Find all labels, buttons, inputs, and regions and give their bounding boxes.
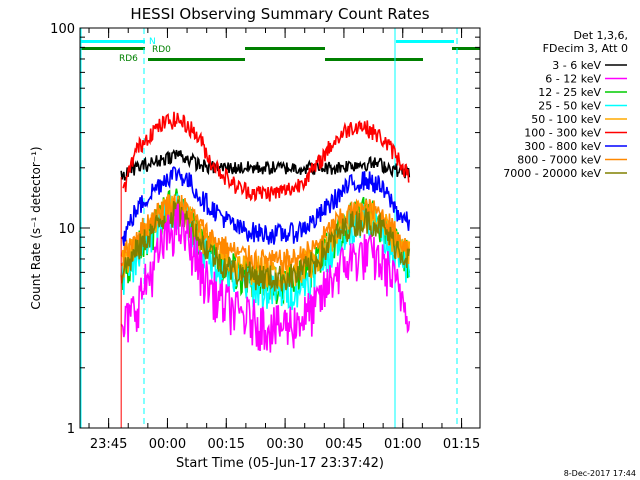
flag-bar-rd0-1 — [245, 47, 325, 50]
y-tick-label: 100 — [50, 22, 75, 37]
legend-entry-label: 6 - 12 keV — [545, 73, 601, 86]
x-axis-label: Start Time (05-Jun-17 23:37:42) — [176, 456, 384, 471]
chart-title: HESSI Observing Summary Count Rates — [130, 5, 429, 23]
y-tick-label: 10 — [58, 222, 75, 237]
x-tick-label: 00:00 — [149, 437, 186, 452]
flag-bar-rd6-0 — [148, 58, 245, 61]
legend-entry-label: 800 - 7000 keV — [517, 154, 601, 167]
flag-bar-rd0-0 — [80, 47, 145, 50]
legend-entry-label: 100 - 300 keV — [524, 127, 601, 140]
legend-entry-label: 25 - 50 keV — [538, 100, 601, 113]
x-tick-label: 01:00 — [384, 437, 421, 452]
x-tick-label: 00:15 — [208, 437, 245, 452]
y-axis-label: Count Rate (s⁻¹ detector⁻¹) — [29, 146, 43, 309]
flag-label-rd0: RD0 — [152, 45, 171, 55]
x-axis: 23:45 00:00 00:15 00:30 00:45 01:00 01:15 — [88, 28, 480, 452]
legend-entry-label: 12 - 25 keV — [538, 86, 601, 99]
y-axis: 1 10 100 — [50, 22, 480, 437]
flag-bar-rd0-2 — [452, 47, 480, 50]
legend-header-line: FDecim 3, Att 0 — [543, 42, 628, 55]
flag-bar-rd6-1 — [325, 58, 423, 61]
flag-label-rd6: RD6 — [119, 54, 138, 64]
x-tick-label: 00:30 — [266, 437, 303, 452]
y-tick-label: 1 — [67, 422, 75, 437]
series-trace-1 — [120, 203, 411, 353]
legend-header-line: Det 1,3,6, — [573, 29, 628, 42]
series-trace-7 — [120, 194, 411, 274]
x-tick-label: 23:45 — [90, 437, 127, 452]
legend-entry-label: 3 - 6 keV — [552, 59, 601, 72]
flag-bar-n-1 — [396, 40, 454, 43]
flag-label-n: N — [149, 37, 156, 47]
legend-entry-label: 300 - 800 keV — [524, 140, 601, 153]
series-trace-6 — [120, 166, 411, 246]
x-tick-label: 01:15 — [443, 437, 480, 452]
legend-entry-label: 7000 - 20000 keV — [503, 167, 601, 180]
series-traces — [120, 111, 411, 428]
series-trace-0 — [120, 148, 411, 181]
x-tick-label: 00:45 — [325, 437, 362, 452]
flag-bar-n-0 — [80, 40, 145, 43]
generation-timestamp: 8-Dec-2017 17:44 — [564, 469, 636, 478]
legend-entry-label: 50 - 100 keV — [531, 113, 601, 126]
series-trace-5 — [122, 111, 410, 203]
